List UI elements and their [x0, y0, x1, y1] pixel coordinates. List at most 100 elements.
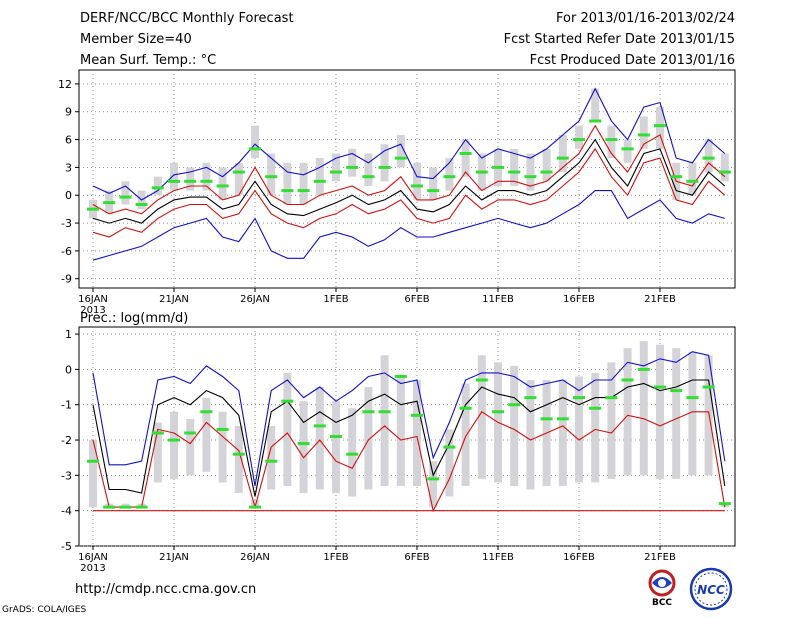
temp-median-dash	[103, 201, 116, 205]
prec-median-dash	[87, 459, 99, 463]
temp-spread-bar	[688, 162, 697, 196]
prec-spread-bar	[575, 376, 583, 483]
prec-median-dash	[573, 396, 585, 400]
temp-median-dash	[135, 203, 148, 207]
temp-median-dash	[346, 165, 359, 169]
temp-spread-bar	[218, 167, 227, 200]
temp-spread-bar	[558, 134, 567, 173]
temp-y-tick-label: -3	[61, 217, 72, 230]
temp-spread-bar	[299, 162, 308, 205]
prec-median-dash	[508, 403, 521, 407]
temp-median-dash	[524, 175, 537, 179]
prec-median-dash	[718, 502, 731, 506]
prec-median-dash	[184, 431, 197, 435]
prec-median-dash	[637, 367, 650, 371]
member-size: Member Size=40	[80, 32, 192, 47]
temp-spread-bar	[186, 167, 195, 191]
temp-spread-bar	[429, 167, 438, 200]
prec-panel-title: Prec.: log(mm/d)	[80, 311, 188, 326]
ncc-logo-text: NCC	[697, 583, 725, 597]
prec-spread-bar	[202, 397, 211, 472]
prec-spread-bar	[186, 418, 195, 476]
prec-y-tick-label: 1	[65, 328, 72, 341]
prec-median-dash	[346, 452, 359, 456]
source-url[interactable]: http://cmdp.ncc.cma.gov.cn	[75, 582, 257, 597]
prec-spread-bar	[704, 355, 713, 476]
temp-y-tick-label: -9	[61, 273, 72, 286]
temp-median-dash	[459, 151, 472, 155]
temp-spread-bar	[607, 125, 616, 159]
prec-median-dash	[589, 406, 602, 410]
prec-spread-bar	[121, 503, 130, 508]
temp-median-dash	[475, 170, 488, 174]
prec-spread-bar	[283, 372, 292, 486]
prec-median-dash	[686, 396, 699, 400]
prec-x-tick-label: 21FEB	[644, 552, 676, 563]
prec-spread-bar	[380, 355, 389, 486]
prec-median-dash	[459, 406, 472, 410]
grads-credit: GrADS: COLA/IGES	[2, 605, 87, 615]
prec-median-dash	[297, 442, 310, 446]
prec-spread-bar	[332, 401, 340, 494]
prec-spread-bar	[672, 348, 681, 479]
temp-median-dash	[394, 156, 407, 160]
prec-y-tick-label: -3	[61, 469, 72, 482]
temp-spread-bar	[380, 144, 389, 182]
temp-median-dash	[718, 170, 731, 174]
prec-median-dash	[200, 410, 213, 414]
prec-series-lower-range	[92, 411, 726, 513]
prec-median-dash	[621, 378, 634, 382]
temp-median-dash	[540, 170, 553, 174]
prec-spread-bar	[639, 341, 648, 476]
prec-spread-bar	[656, 344, 664, 479]
prec-median-dash	[443, 445, 456, 449]
prec-median-dash	[427, 477, 440, 481]
prec-spread-bar	[591, 372, 600, 483]
prec-x-tick-label: 1FEB	[323, 552, 348, 563]
temp-y-tick-label: 6	[65, 134, 72, 147]
temp-median-dash	[605, 138, 618, 142]
temp-spread-bar	[234, 162, 243, 196]
temp-series-lower-range	[92, 147, 726, 238]
prec-spread-bar	[396, 376, 405, 486]
prec-y-tick-label: -2	[61, 434, 72, 447]
prec-y-tick-label: -5	[61, 540, 72, 553]
prec-median-dash	[151, 431, 164, 435]
temp-y-tick-label: 9	[65, 106, 72, 119]
prec-median-dash	[394, 374, 407, 378]
temp-median-dash	[216, 184, 229, 188]
prec-median-dash	[119, 505, 132, 509]
prec-y-tick-label: -4	[61, 505, 72, 518]
temp-spread-bar	[283, 162, 292, 205]
temp-x-tick-label: 16FEB	[563, 294, 595, 305]
prec-median-dash	[313, 424, 326, 428]
temp-median-dash	[232, 170, 245, 174]
prec-x-year-label: 2013	[80, 563, 105, 574]
prec-spread-bar	[445, 429, 454, 497]
prec-spread-bar	[477, 355, 486, 479]
chart-title: DERF/NCC/BCC Monthly Forecast	[80, 11, 294, 26]
temp-median-dash	[573, 138, 585, 142]
prec-median-dash	[265, 459, 278, 463]
prec-spread-bar	[234, 425, 243, 494]
temp-series-ensemble-min	[92, 190, 725, 261]
ncc-logo-icon: NCC	[689, 567, 733, 611]
temp-spread-bar	[170, 162, 178, 191]
temp-y-tick-label: -6	[61, 245, 72, 258]
temp-spread-bar	[251, 125, 259, 159]
prec-x-tick-label: 16FEB	[563, 552, 595, 563]
temp-x-tick-label: 11FEB	[482, 294, 514, 305]
temp-spread-bar	[445, 158, 454, 191]
prec-median-dash	[605, 396, 618, 400]
prec-x-tick-label: 6FEB	[404, 552, 429, 563]
prec-spread-bar	[429, 461, 438, 508]
prec-spread-bar	[607, 362, 616, 479]
prec-median-dash	[556, 417, 569, 421]
prec-spread-bar	[299, 401, 308, 494]
temp-spread-bar	[364, 153, 373, 186]
prec-median-dash	[330, 435, 342, 438]
temp-y-tick-label: 12	[58, 78, 72, 91]
temp-median-dash	[589, 119, 602, 123]
temp-median-dash	[508, 170, 521, 174]
temp-spread-bar	[510, 148, 519, 186]
